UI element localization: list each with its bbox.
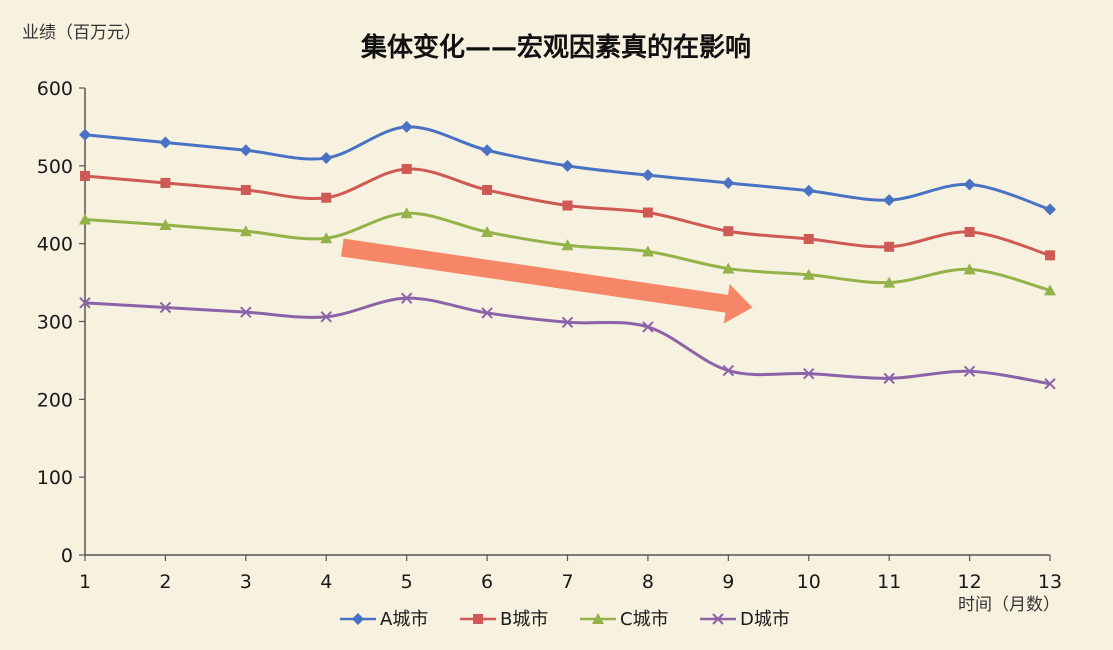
data-point-marker	[240, 306, 252, 318]
y-tick-label: 400	[37, 234, 73, 256]
data-point-marker	[1044, 378, 1056, 390]
data-point-marker	[320, 152, 333, 165]
x-tick-label: 12	[957, 571, 981, 593]
data-point-marker	[561, 239, 574, 251]
chart-title: 集体变化——宏观因素真的在影响	[360, 32, 751, 63]
legend-marker	[352, 613, 364, 625]
data-point-marker	[79, 213, 91, 225]
data-point-marker	[963, 365, 976, 378]
data-point-marker	[321, 192, 332, 203]
data-point-marker	[80, 170, 90, 181]
data-point-marker	[723, 226, 734, 237]
data-point-marker	[883, 276, 896, 288]
x-tick-label: 2	[159, 571, 171, 593]
y-tick-label: 300	[37, 312, 73, 334]
data-point-marker	[320, 311, 332, 323]
data-point-marker	[1044, 284, 1056, 296]
x-tick-label: 7	[561, 571, 573, 593]
x-tick-label: 1	[79, 571, 91, 593]
data-point-marker	[159, 218, 172, 230]
data-point-marker	[400, 292, 413, 304]
legend-label: A城市	[380, 609, 428, 630]
legend-marker	[473, 614, 483, 624]
data-point-marker	[642, 207, 653, 218]
data-point-marker	[562, 200, 573, 211]
legend-label: D城市	[740, 609, 790, 630]
data-point-marker	[883, 194, 896, 207]
data-point-marker	[240, 184, 251, 195]
data-point-marker	[482, 184, 493, 195]
trend-arrow	[341, 238, 753, 324]
x-tick-label: 8	[642, 571, 654, 593]
data-point-marker	[79, 128, 91, 141]
data-point-marker	[963, 178, 976, 191]
legend-marker	[592, 613, 604, 624]
y-tick-label: 600	[37, 78, 73, 100]
data-point-marker	[802, 184, 815, 197]
legend-label: B城市	[500, 609, 548, 630]
data-point-marker	[320, 232, 333, 244]
data-point-marker	[803, 367, 815, 380]
series-line	[84, 296, 1051, 386]
data-point-marker	[884, 241, 895, 252]
data-point-marker	[159, 136, 172, 149]
data-point-marker	[79, 297, 91, 309]
data-point-marker	[159, 301, 172, 314]
x-tick-label: 6	[481, 571, 493, 593]
x-tick-label: 10	[797, 571, 821, 593]
data-point-marker	[641, 169, 654, 182]
data-point-marker	[400, 120, 413, 133]
legend-label: C城市	[620, 609, 669, 630]
data-point-marker	[964, 226, 975, 237]
data-point-marker	[642, 321, 654, 333]
legend-marker	[712, 613, 724, 625]
data-point-marker	[722, 364, 735, 377]
legend: A城市 B城市 C城市 D城市	[340, 609, 790, 630]
x-tick-label: 13	[1038, 571, 1062, 593]
x-tick-label: 4	[320, 571, 332, 593]
series-group	[79, 120, 1056, 390]
data-point-marker	[160, 177, 171, 188]
data-point-marker	[802, 268, 815, 280]
data-point-marker	[883, 372, 895, 385]
y-tick-label: 100	[37, 467, 73, 489]
data-point-marker	[1045, 250, 1055, 261]
x-tick-label: 9	[722, 571, 734, 593]
data-point-marker	[481, 307, 493, 319]
data-point-marker	[561, 316, 574, 328]
data-point-marker	[239, 225, 252, 237]
data-point-marker	[963, 263, 976, 275]
trend-arrow-annotation	[341, 238, 753, 324]
y-tick-label: 0	[61, 545, 73, 567]
x-axis-label: 时间（月数）	[958, 595, 1060, 615]
data-point-marker	[1044, 203, 1056, 216]
x-tick-label: 11	[877, 571, 901, 593]
data-point-marker	[239, 144, 252, 157]
data-point-marker	[401, 163, 412, 174]
data-point-marker	[400, 207, 413, 219]
data-point-marker	[481, 225, 494, 237]
data-point-marker	[641, 245, 654, 257]
data-point-marker	[722, 262, 735, 274]
data-point-marker	[561, 159, 574, 172]
y-tick-label: 200	[37, 389, 73, 411]
x-tick-label: 3	[240, 571, 252, 593]
data-point-marker	[803, 233, 814, 244]
data-point-marker	[481, 144, 494, 157]
x-tick-label: 5	[401, 571, 413, 593]
y-axis-label: 业绩（百万元）	[22, 23, 141, 43]
y-tick-label: 500	[37, 156, 73, 178]
data-point-marker	[722, 176, 735, 189]
